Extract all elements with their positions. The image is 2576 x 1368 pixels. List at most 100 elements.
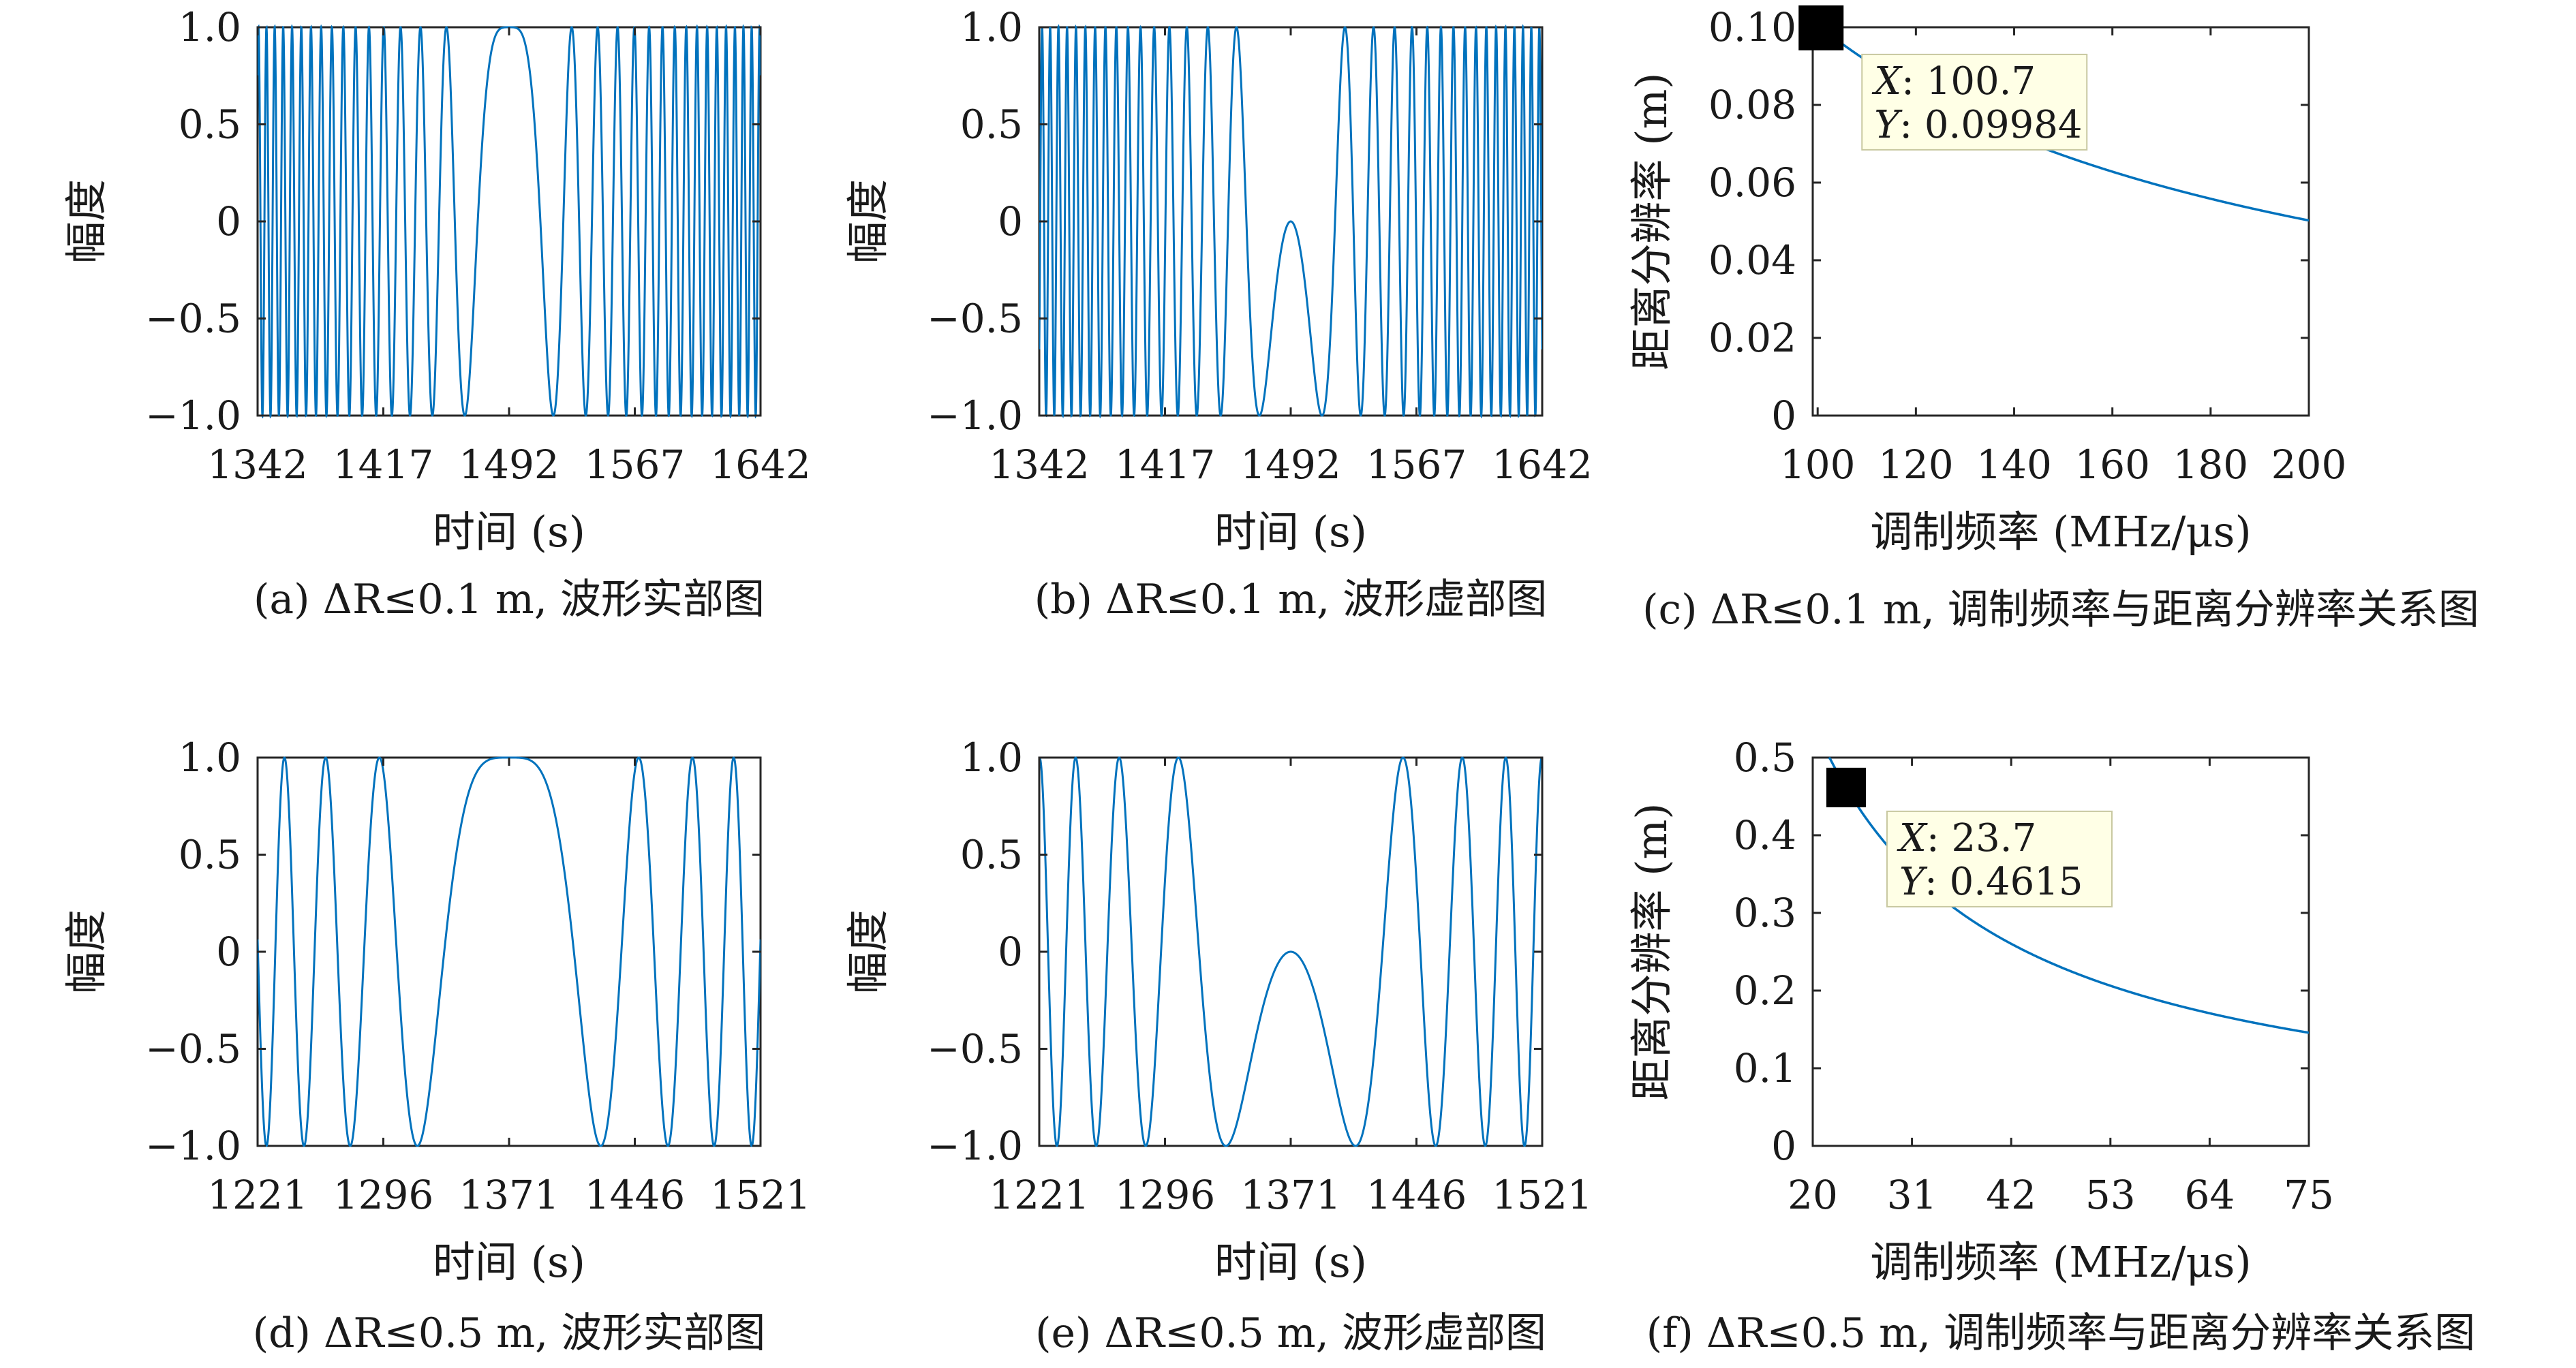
x-tick-label: 1296 <box>1115 1172 1216 1218</box>
datatip-x: X: 23.7 <box>1897 816 2036 860</box>
x-tick-label: 1521 <box>1492 1172 1593 1218</box>
y-tick-label: 1.0 <box>960 4 1023 50</box>
x-tick-label: 1371 <box>1240 1172 1341 1218</box>
datatip-y-name: Y <box>1899 860 1928 904</box>
datatip: X: 100.7Y: 0.09984 <box>1861 53 2088 151</box>
y-tick-label: −0.5 <box>927 296 1023 342</box>
datatip-x-name: X <box>1897 816 1928 860</box>
y-tick-label: −1.0 <box>145 1123 241 1169</box>
y-tick-label: 0.5 <box>179 832 241 878</box>
x-tick-label: 1371 <box>459 1172 559 1218</box>
x-tick-label: 1446 <box>1366 1172 1467 1218</box>
panel-caption: (f) ΔR≤0.5 m, 调制频率与距离分辨率关系图 <box>1646 1309 2475 1357</box>
chart-panel-b: 1342 1417 1492 1567 1642 1.0 0.5 0 −0.5 −1.0 时间 (s… <box>843 4 1593 623</box>
y-tick-label: 0.06 <box>1708 159 1796 206</box>
x-tick-label: 1446 <box>585 1172 686 1218</box>
panel-caption: (b) ΔR≤0.1 m, 波形虚部图 <box>1034 576 1548 623</box>
y-axis-label: 幅度 <box>843 179 893 264</box>
y-tick-label: 0.2 <box>1734 967 1796 1014</box>
x-tick-label: 120 <box>1878 441 1954 488</box>
datatip-box <box>1886 810 2113 907</box>
x-tick-label: 1342 <box>989 441 1090 488</box>
y-axis-label: 幅度 <box>61 910 111 994</box>
datatip-x: X: 100.7 <box>1871 59 2036 104</box>
y-tick-label: −0.5 <box>145 296 241 342</box>
datatip-marker <box>1798 5 1844 50</box>
x-axis-label: 时间 (s) <box>1214 507 1367 557</box>
y-tick-label: 0.02 <box>1708 315 1796 361</box>
x-axis-label: 调制频率 (MHz/μs) <box>1870 507 2251 557</box>
x-tick-label: 100 <box>1780 441 1856 488</box>
x-tick-label: 1492 <box>459 441 559 488</box>
x-tick-label: 1296 <box>333 1172 434 1218</box>
x-tick-label: 1642 <box>710 441 811 488</box>
x-axis-label: 调制频率 (MHz/μs) <box>1870 1237 2251 1287</box>
y-tick-label: 0.5 <box>1734 734 1796 781</box>
chart-panel-d: 1221 1296 1371 1446 1521 1.0 0.5 0 −0.5 −1.0 时间 (s… <box>61 734 811 1357</box>
x-tick-label: 1417 <box>1115 441 1216 488</box>
x-tick-label: 31 <box>1887 1172 1937 1218</box>
datatip-x-value: : 100.7 <box>1901 59 2036 104</box>
y-tick-label: 1.0 <box>179 734 241 781</box>
y-tick-label: 0.04 <box>1708 237 1796 283</box>
panel-caption: (e) ΔR≤0.5 m, 波形虚部图 <box>1035 1309 1546 1357</box>
datatip-box <box>1861 53 2088 151</box>
y-tick-label: 0 <box>1771 392 1796 439</box>
y-tick-label: 0.4 <box>1734 812 1796 858</box>
plot-area <box>256 756 762 1147</box>
y-tick-label: 0.5 <box>960 832 1023 878</box>
panel-caption: (a) ΔR≤0.1 m, 波形实部图 <box>254 576 765 623</box>
y-tick-label: 0.3 <box>1734 890 1796 936</box>
x-axis-label: 时间 (s) <box>433 507 585 557</box>
y-tick-label: −1.0 <box>145 392 241 439</box>
y-tick-label: −1.0 <box>927 392 1023 439</box>
datatip-marker <box>1826 767 1866 807</box>
x-tick-label: 20 <box>1788 1172 1838 1218</box>
x-tick-label: 1567 <box>585 441 686 488</box>
y-tick-label: −1.0 <box>927 1123 1023 1169</box>
y-tick-label: 0 <box>998 929 1023 975</box>
x-tick-label: 1221 <box>207 1172 308 1218</box>
x-tick-label: 140 <box>1976 441 2052 488</box>
x-tick-label: 64 <box>2184 1172 2235 1218</box>
y-axis-label: 幅度 <box>61 179 111 264</box>
y-axis-label: 距离分辨率 (m) <box>1627 803 1676 1101</box>
y-axis-label: 距离分辨率 (m) <box>1627 73 1676 371</box>
series-line <box>1039 25 1542 418</box>
y-tick-label: 1.0 <box>179 4 241 50</box>
y-tick-label: 0 <box>216 929 241 975</box>
y-tick-label: −0.5 <box>145 1026 241 1072</box>
y-tick-label: 0.08 <box>1708 82 1796 128</box>
y-tick-label: −0.5 <box>927 1026 1023 1072</box>
x-tick-label: 1342 <box>207 441 308 488</box>
x-tick-label: 160 <box>2074 441 2150 488</box>
y-tick-label: 0.5 <box>960 102 1023 148</box>
x-tick-label: 75 <box>2284 1172 2334 1218</box>
x-axis-label: 时间 (s) <box>1214 1237 1367 1287</box>
x-tick-label: 42 <box>1986 1172 2036 1218</box>
y-tick-label: 0 <box>216 198 241 245</box>
datatip-x-name: X <box>1871 59 1903 104</box>
x-tick-label: 180 <box>2173 441 2248 488</box>
datatip-y-value: : 0.09984 <box>1899 103 2082 147</box>
y-tick-label: 0.1 <box>1734 1045 1796 1091</box>
x-tick-label: 1521 <box>710 1172 811 1218</box>
series-line <box>1039 756 1542 1147</box>
x-axis-label: 时间 (s) <box>433 1237 585 1287</box>
datatip-y-value: : 0.4615 <box>1925 860 2083 904</box>
datatip-y: Y: 0.4615 <box>1899 860 2083 904</box>
panel-caption: (d) ΔR≤0.5 m, 波形实部图 <box>253 1309 766 1357</box>
chart-panel-f: 20 31 42 53 64 75 0.5 0.4 0.3 0.2 0.1 0 调制频率 (MHz/μs… <box>1627 734 2475 1357</box>
y-axis-label: 幅度 <box>843 910 893 994</box>
datatip: X: 23.7Y: 0.4615 <box>1886 810 2113 907</box>
datatip-y: Y: 0.09984 <box>1874 103 2082 147</box>
chart-panel-c: 100 120 140 160 180 200 0.10 0.08 0.06 0.04 0.02 0 调… <box>1627 4 2479 634</box>
y-tick-label: 0 <box>998 198 1023 245</box>
x-tick-label: 1417 <box>333 441 434 488</box>
x-tick-label: 1567 <box>1366 441 1467 488</box>
datatip-x-value: : 23.7 <box>1927 816 2036 860</box>
y-tick-label: 0.5 <box>179 102 241 148</box>
x-tick-label: 1221 <box>989 1172 1090 1218</box>
chart-panel-a: 1342 1417 1492 1567 1642 1.0 0.5 0 −0.5 −1.0 时间 (s… <box>61 4 811 623</box>
